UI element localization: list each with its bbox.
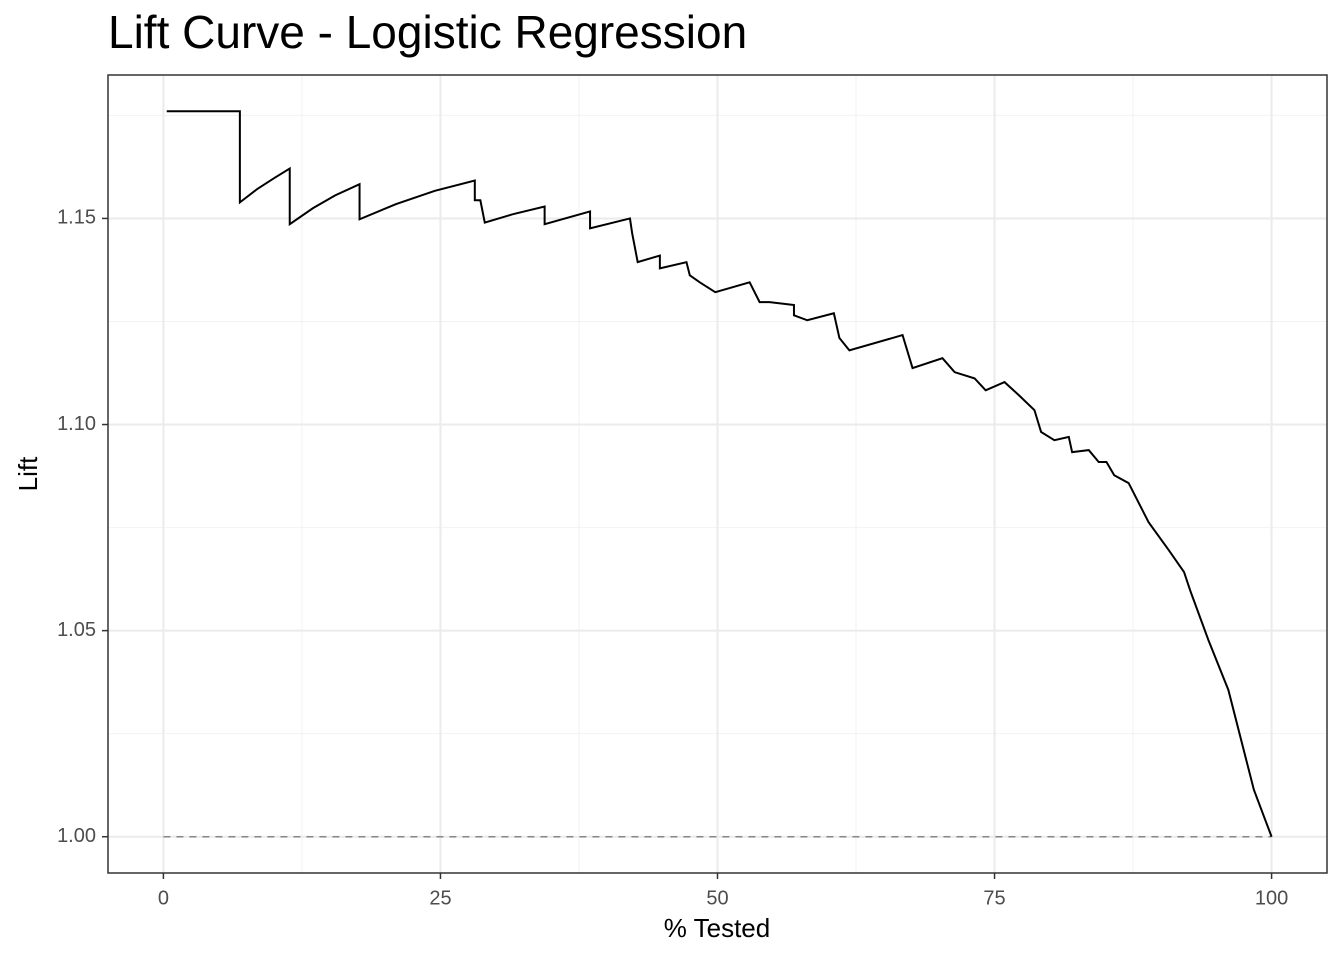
- y-tick-label: 1.15: [57, 207, 96, 229]
- panel-border: [107, 74, 1328, 874]
- x-tick-label: 25: [429, 887, 451, 909]
- x-axis-label: % Tested: [664, 913, 770, 943]
- x-tick-label: 75: [983, 887, 1005, 909]
- x-tick-label: 50: [706, 887, 728, 909]
- y-tick-label: 1.00: [57, 825, 96, 847]
- x-tick-label: 100: [1255, 887, 1288, 909]
- chart-title: Lift Curve - Logistic Regression: [108, 6, 747, 58]
- y-axis-label: Lift: [13, 456, 43, 491]
- lift-line: [166, 110, 1273, 838]
- x-tick-label: 0: [158, 887, 169, 909]
- y-tick-label: 1.05: [57, 619, 96, 641]
- y-tick-label: 1.10: [57, 413, 96, 435]
